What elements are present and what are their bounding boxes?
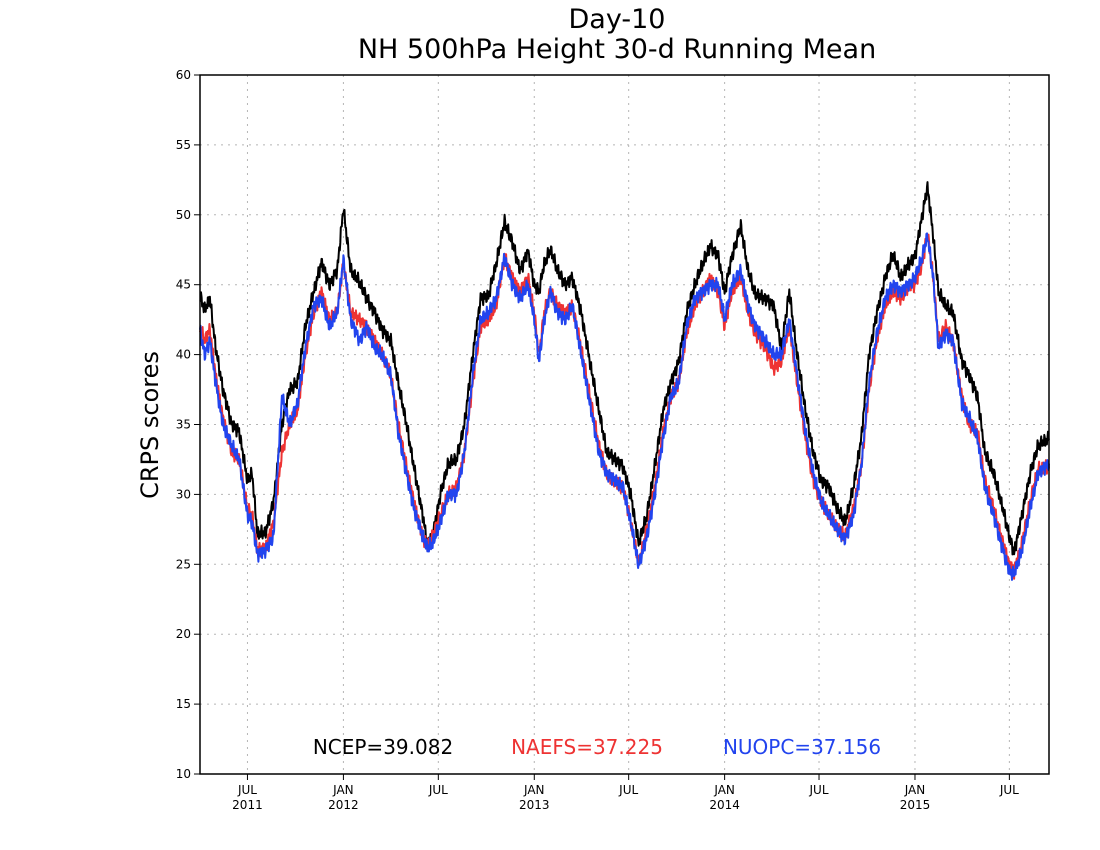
y-tick-label: 40 — [176, 348, 191, 362]
x-tick-label: JAN — [904, 783, 926, 797]
x-tick-label: JUL — [428, 783, 448, 797]
x-tick-label: JUL — [618, 783, 638, 797]
x-tick-year-label: 2015 — [900, 798, 931, 812]
y-tick-label: 15 — [176, 697, 191, 711]
y-tick-label: 30 — [176, 487, 191, 501]
legend-mean-ncep: NCEP=39.082 — [313, 735, 453, 759]
grid — [200, 75, 1049, 774]
x-tick-label: JUL — [809, 783, 829, 797]
x-tick-label: JAN — [523, 783, 545, 797]
series-line-ncep — [199, 181, 1050, 556]
chart-subtitle: NH 500hPa Height 30-d Running Mean — [358, 34, 876, 65]
series-line-naefs — [199, 232, 1050, 580]
series-line-nuopc — [199, 232, 1050, 581]
x-tick-label: JUL — [237, 783, 257, 797]
y-tick-label: 60 — [176, 68, 191, 82]
legend-mean-nuopc: NUOPC=37.156 — [723, 735, 881, 759]
legend-mean-naefs: NAEFS=37.225 — [511, 735, 663, 759]
y-tick-label: 45 — [176, 278, 191, 292]
y-tick-label: 25 — [176, 557, 191, 571]
y-tick-label: 10 — [176, 767, 191, 781]
chart-title: Day-10 — [569, 4, 666, 35]
x-tick-year-label: 2012 — [328, 798, 359, 812]
x-tick-label: JAN — [332, 783, 354, 797]
x-tick-label: JAN — [713, 783, 735, 797]
x-tick-year-label: 2011 — [232, 798, 263, 812]
series-lines — [199, 181, 1050, 581]
y-tick-label: 20 — [176, 627, 191, 641]
x-tick-year-label: 2013 — [519, 798, 550, 812]
legend: NCEP=39.082 NAEFS=37.225 NUOPC=37.156 — [313, 735, 881, 759]
y-tick-label: 50 — [176, 208, 191, 222]
y-axis-label: CRPS scores — [136, 351, 164, 499]
x-tick-year-label: 2014 — [709, 798, 740, 812]
plot-frame — [199, 74, 1050, 775]
y-tick-label: 35 — [176, 418, 191, 432]
y-tick-label: 55 — [176, 138, 191, 152]
x-tick-label: JUL — [999, 783, 1019, 797]
